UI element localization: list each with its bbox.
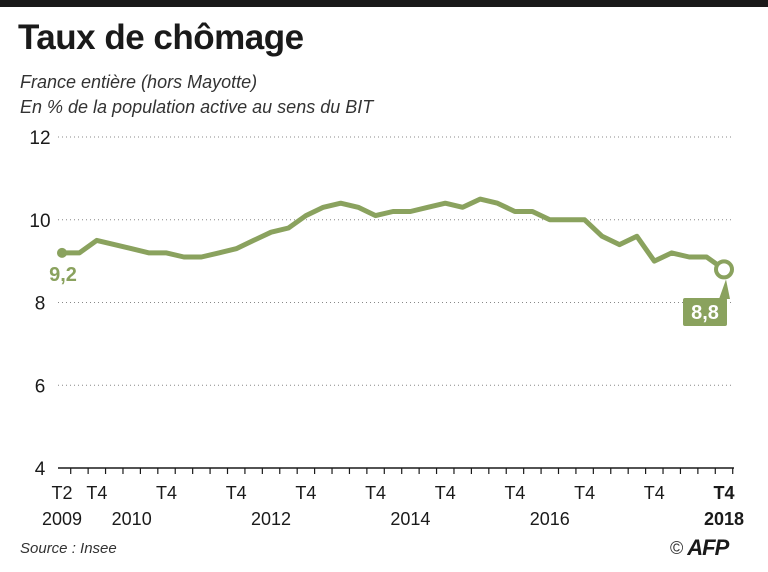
grid-lines xyxy=(58,136,734,386)
y-tick-label-4: 4 xyxy=(35,459,46,480)
credit: © AFP xyxy=(670,535,729,561)
x-tick-quarter-label: T4 xyxy=(504,483,525,503)
chart-title: Taux de chômage xyxy=(18,18,304,57)
chart-subtitle-scope: France entière (hors Mayotte) xyxy=(20,72,258,92)
top-rule xyxy=(0,0,768,7)
x-tick-quarter-label: T4 xyxy=(435,483,456,503)
end-value-label: 8,8 xyxy=(691,302,719,324)
annotations: 9,2 8,8 xyxy=(49,247,734,326)
series-layer xyxy=(59,196,727,272)
start-point-marker xyxy=(57,247,67,258)
x-tick-quarter-label: T4 xyxy=(156,483,177,503)
end-value-badge xyxy=(683,298,727,326)
y-tick-label-12: 12 xyxy=(29,128,50,149)
x-tick-quarter-label: T4 xyxy=(365,483,386,503)
y-tick-label-10: 10 xyxy=(29,211,50,232)
end-badge-pointer xyxy=(719,279,730,299)
x-tick-quarter-label: T4 xyxy=(226,483,247,503)
x-tick-quarter-label: T4 xyxy=(295,483,316,503)
x-tick-year-label: 2018 xyxy=(704,509,744,529)
y-tick-label-8: 8 xyxy=(35,294,46,315)
x-tick-year-label: 2009 xyxy=(42,509,82,529)
chart-subtitle-unit: En % de la population active au sens du … xyxy=(20,97,374,117)
copyright-symbol: © xyxy=(670,537,684,558)
series-line-0 xyxy=(59,196,727,272)
x-tick-quarter-label: T4 xyxy=(574,483,595,503)
x-tick-year-label: 2014 xyxy=(390,509,430,529)
afp-logo: AFP xyxy=(687,535,729,560)
x-tick-quarter-label: T4 xyxy=(86,483,107,503)
start-value-label: 9,2 xyxy=(49,264,77,286)
x-tick-year-label: 2010 xyxy=(112,509,152,529)
x-tick-quarter-label: T4 xyxy=(644,483,665,503)
y-tick-label-6: 6 xyxy=(35,376,46,397)
x-tick-year-label: 2016 xyxy=(530,509,570,529)
x-tick-year-label: 2012 xyxy=(251,509,291,529)
y-axis: 4 6 8 10 12 xyxy=(29,128,50,480)
x-tick-quarter-label: T4 xyxy=(713,483,734,503)
x-tick-quarter-label: T2 xyxy=(51,483,72,503)
source-note: Source : Insee xyxy=(20,540,117,557)
end-point-marker xyxy=(714,259,734,280)
